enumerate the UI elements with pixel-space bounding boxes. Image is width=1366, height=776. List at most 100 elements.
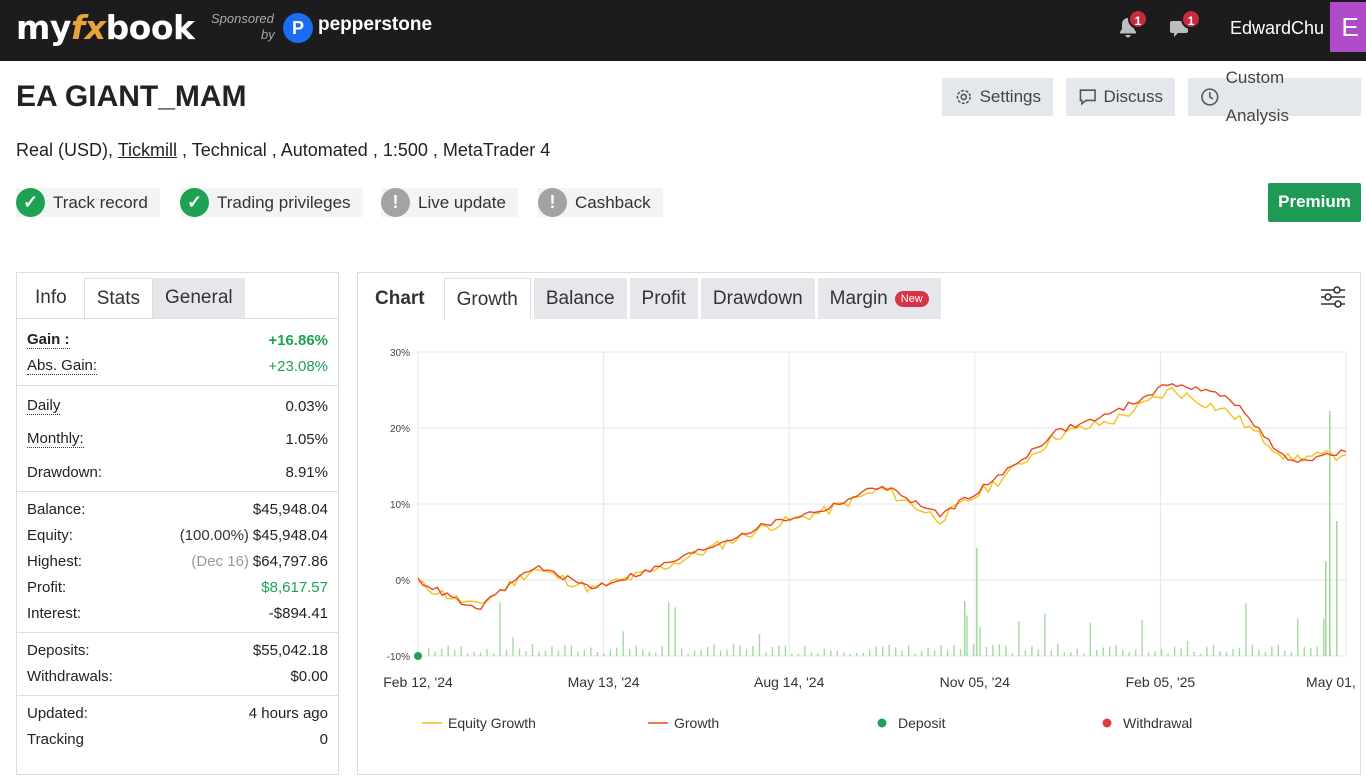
activity-bar [1323,618,1325,656]
activity-bar [1271,646,1273,656]
clock-icon [1201,88,1219,106]
y-tick-label: -10% [387,652,410,663]
new-badge: New [894,290,929,307]
tab-stats[interactable]: Stats [83,278,154,318]
activity-bar [1063,652,1065,656]
broker-link[interactable]: Tickmill [117,140,178,160]
myfxbook-logo[interactable]: myfxbook [16,8,195,47]
activity-bar [719,650,722,656]
activity-bar [473,651,475,656]
activity-bar [1303,646,1305,656]
activity-bar [810,652,813,656]
activity-bar [440,648,443,656]
activity-bar [512,637,514,656]
avatar[interactable]: E [1330,2,1366,52]
tab-profit[interactable]: Profit [629,278,698,319]
gain-label[interactable]: Gain : [27,331,70,349]
sponsor-name[interactable]: pepperstone [318,14,433,35]
tab-margin-label: Margin [829,288,888,309]
discuss-label: Discuss [1103,87,1163,106]
activity-bar [959,649,962,656]
tab-growth[interactable]: Growth [443,278,531,319]
trading-privileges-badge[interactable]: ✓ Trading privileges [180,188,363,217]
activity-bar [992,644,994,656]
activity-bar [765,652,767,656]
activity-bar [972,644,975,656]
tab-drawdown[interactable]: Drawdown [700,278,815,319]
activity-bar [538,651,540,656]
messages-button[interactable]: 1 [1169,9,1201,42]
activity-bar [1167,653,1169,656]
activity-bar [1018,621,1020,656]
tab-info[interactable]: Info [35,287,67,308]
activity-bar [804,645,806,656]
deposit-marker [414,652,422,660]
daily-label[interactable]: Daily [27,397,61,415]
activity-bar [933,650,936,656]
x-tick-label: May 01, '25 [1306,674,1360,690]
withdrawals-value: $0.00 [290,667,328,685]
equity-label: Equity: [27,526,73,544]
drawdown-value: 8.91% [285,463,328,481]
activity-bar [739,645,741,656]
gain-value: +16.86% [268,331,328,349]
activity-bar [453,649,456,656]
activity-bar [1057,644,1059,656]
tab-balance[interactable]: Balance [533,278,627,319]
activity-bar [667,602,670,656]
premium-button[interactable]: Premium [1268,183,1361,222]
activity-bar [1147,652,1150,656]
tab-general[interactable]: General [153,278,245,318]
activity-bar [492,653,495,656]
activity-bar [635,645,637,656]
tab-margin[interactable]: Margin New [817,278,941,319]
interest-value: -$894.41 [268,604,328,622]
activity-bar [518,648,521,656]
abs-gain-label[interactable]: Abs. Gain: [27,357,98,375]
activity-bar [629,649,631,656]
legend-label: Withdrawal [1123,715,1192,731]
activity-bar [1316,646,1318,656]
activity-bar [1264,651,1267,656]
activity-bar [1245,603,1247,656]
x-tick-label: Feb 12, '24 [383,674,453,690]
discuss-button[interactable]: Discuss [1066,78,1175,116]
activity-bar [570,645,573,656]
activity-bar [1325,561,1327,656]
deposits-label: Deposits: [27,641,90,659]
pepperstone-icon[interactable]: P [283,13,313,43]
activity-bar [875,646,877,656]
activity-bar [428,648,430,656]
chart-options-button[interactable] [1320,285,1346,314]
account-type: Real (USD), [16,140,118,160]
activity-bar [1173,646,1176,656]
legend-swatch [877,718,887,728]
badge-label: Trading privileges [217,192,351,212]
track-record-badge[interactable]: ✓ Track record [16,188,160,217]
balance-label: Balance: [27,500,86,518]
profit-label: Profit: [27,578,67,596]
username[interactable]: EdwardChu [1230,18,1325,38]
growth-chart[interactable]: 30% 20% 10% 0% -10% Feb 12, '24 May 13, '24 Aug… [358,319,1360,774]
tab-chart[interactable]: Chart [375,288,425,309]
settings-button[interactable]: Settings [942,78,1053,116]
activity-bar [1238,647,1241,656]
stats-panel: Info Stats General Gain : +16.86% Abs. Ga… [16,272,339,775]
activity-bar [1115,644,1117,656]
activity-bar [1212,644,1215,656]
cashback-badge[interactable]: ! Cashback [538,188,663,217]
legend-swatch [1102,718,1112,728]
account-attributes: , Technical , Automated , 1:500 , MetaTr… [177,140,551,160]
activity-bar [1251,644,1254,656]
notifications-button[interactable]: 1 [1116,9,1148,42]
custom-analysis-button[interactable]: Custom Analysis [1188,68,1361,125]
monthly-label[interactable]: Monthly: [27,430,84,448]
activity-bar [1121,650,1124,656]
activity-bar [1050,650,1053,656]
live-update-badge[interactable]: ! Live update [381,188,518,217]
activity-bar [843,652,845,656]
activity-bar [1096,650,1098,656]
activity-bar [1070,652,1072,656]
activity-bar [687,653,689,656]
activity-bar [1102,647,1104,656]
